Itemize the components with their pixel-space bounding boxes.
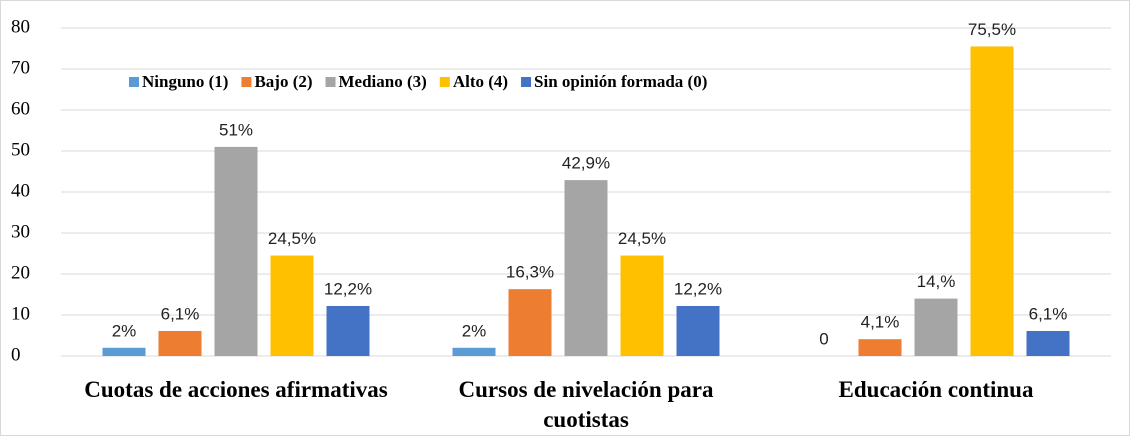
bar [1026, 330, 1070, 356]
value-label: 6,1% [1029, 304, 1068, 323]
legend-label: Mediano (3) [339, 72, 427, 91]
x-tick-label: Cuotas de acciones afirmativas [84, 377, 388, 402]
value-label: 24,5% [618, 229, 666, 248]
legend-swatch [325, 77, 336, 87]
bar [452, 347, 496, 356]
value-label: 14,% [917, 272, 956, 291]
bar [270, 255, 314, 356]
legend-label: Bajo (2) [254, 72, 312, 91]
value-label: 2% [112, 321, 137, 340]
y-tick-label: 30 [11, 221, 30, 242]
legend-label: Alto (4) [453, 72, 508, 91]
x-tick-label: Cursos de nivelación para cuotistas [458, 377, 714, 432]
bar [214, 146, 258, 356]
value-label: 51% [219, 120, 253, 139]
x-tick-label: Educación continua [838, 377, 1034, 402]
value-label: 75,5% [968, 20, 1016, 39]
legend-swatch [129, 77, 139, 87]
bar [158, 330, 202, 356]
y-tick-label: 0 [11, 344, 21, 365]
value-label: 4,1% [861, 313, 900, 332]
bar [858, 339, 902, 356]
value-label: 24,5% [268, 229, 316, 248]
bar [508, 289, 552, 356]
value-label: 12,2% [324, 279, 372, 298]
bar [102, 347, 146, 356]
y-tick-label: 60 [11, 98, 30, 119]
bar [914, 298, 958, 356]
legend-label: Ninguno (1) [142, 72, 228, 91]
value-label: 0 [819, 329, 828, 348]
legend-label: Sin opinión formada (0) [534, 72, 707, 91]
y-tick-label: 80 [11, 16, 30, 37]
bar [676, 305, 720, 356]
y-tick-label: 70 [11, 57, 30, 78]
value-label: 12,2% [674, 279, 722, 298]
value-label: 16,3% [506, 263, 554, 282]
bar [564, 180, 608, 356]
y-tick-label: 10 [11, 303, 30, 324]
value-label: 6,1% [161, 304, 200, 323]
bar [620, 255, 664, 356]
y-tick-label: 50 [11, 139, 30, 160]
value-label: 2% [462, 321, 487, 340]
legend-swatch [439, 77, 450, 87]
legend-swatch [241, 77, 252, 87]
legend-swatch [521, 77, 532, 87]
bar [970, 46, 1014, 356]
y-tick-label: 40 [11, 180, 30, 201]
value-label: 42,9% [562, 154, 610, 173]
bar [326, 305, 370, 356]
y-tick-label: 20 [11, 262, 30, 283]
